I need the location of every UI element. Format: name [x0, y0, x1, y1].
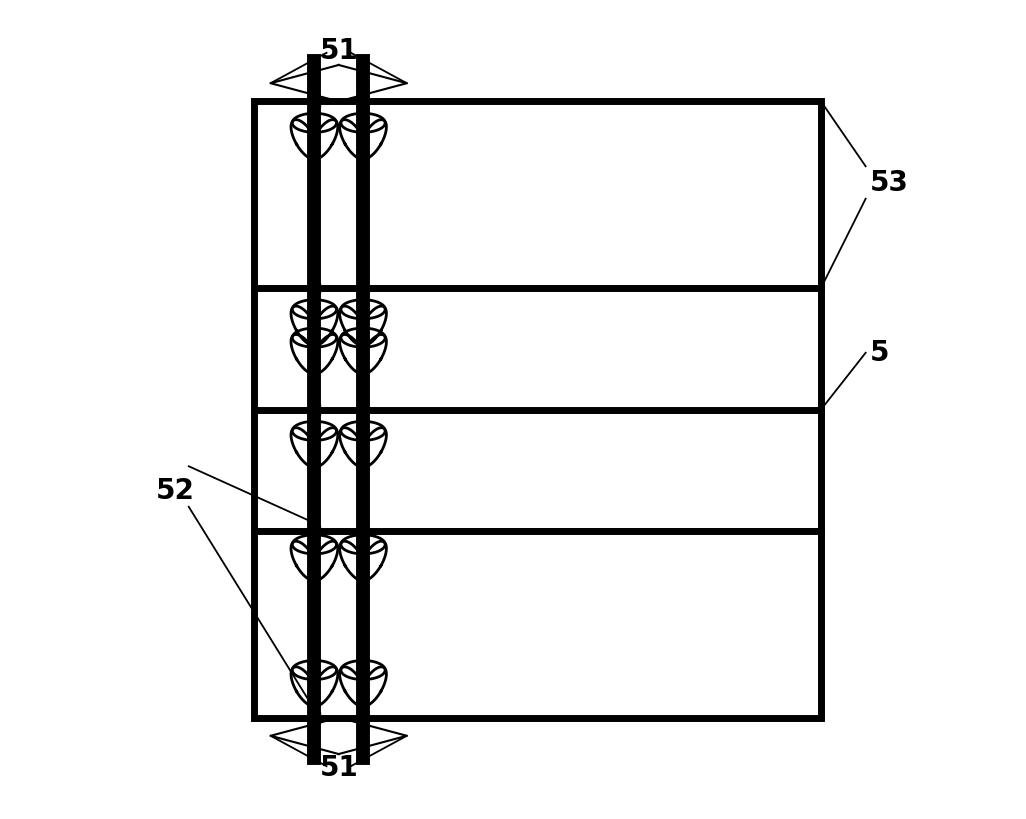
Bar [358, 526, 368, 536]
Bar [309, 526, 320, 536]
Bar [358, 96, 368, 106]
Text: 51: 51 [319, 754, 358, 782]
Text: 53: 53 [870, 169, 909, 197]
Bar [309, 96, 320, 106]
Bar [358, 283, 368, 293]
Bar [309, 283, 320, 293]
Bar [358, 713, 368, 723]
Bar [253, 102, 821, 717]
Text: 5: 5 [870, 339, 890, 367]
Bar [358, 405, 368, 414]
Bar [309, 405, 320, 414]
Text: 51: 51 [319, 37, 358, 65]
Bar [309, 713, 320, 723]
Text: 52: 52 [156, 477, 195, 505]
